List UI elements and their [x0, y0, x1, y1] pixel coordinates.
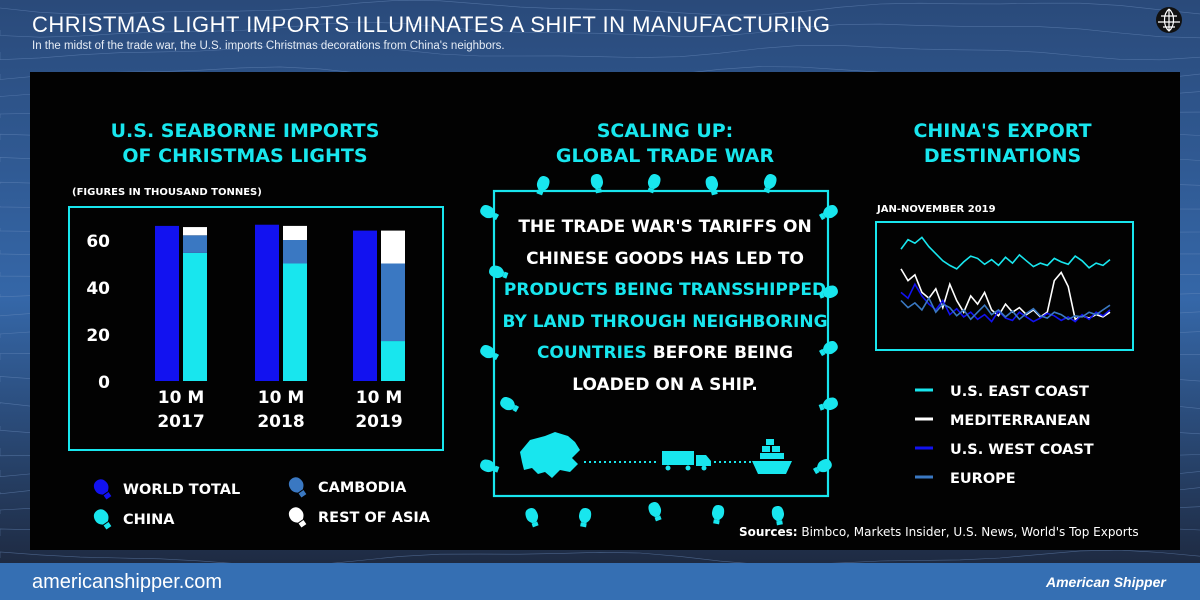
- sources-text: Bimbco, Markets Insider, U.S. News, Worl…: [797, 525, 1139, 539]
- footer-url[interactable]: americanshipper.com: [32, 571, 223, 593]
- page-title: CHRISTMAS LIGHT IMPORTS ILLUMINATES A SH…: [32, 12, 831, 37]
- bar-chart-units: (FIGURES IN THOUSAND TONNES): [72, 187, 262, 198]
- line-chart-period: JAN-NOVEMBER 2019: [877, 204, 996, 215]
- explanation-highlight: PRODUCTS BEING TRANSSHIPPED BY LAND THRO…: [502, 280, 828, 363]
- bar-chart-heading-line2: OF CHRISTMAS LIGHTS: [122, 145, 368, 167]
- line-chart-heading: CHINA'S EXPORT DESTINATIONS: [865, 119, 1140, 169]
- middle-heading-line2: GLOBAL TRADE WAR: [555, 145, 775, 167]
- globe-icon: [1156, 7, 1182, 33]
- explanation-part-3: BEFORE BEING LOADED ON A SHIP.: [572, 343, 794, 395]
- trade-war-explanation: THE TRADE WAR'S TARIFFS ON CHINESE GOODS…: [500, 212, 830, 401]
- bar-chart-heading: U.S. SEABORNE IMPORTS OF CHRISTMAS LIGHT…: [80, 119, 410, 169]
- sources-note: Sources: Bimbco, Markets Insider, U.S. N…: [739, 525, 1139, 539]
- explanation-part-1: THE TRADE WAR'S TARIFFS ON CHINESE GOODS…: [518, 217, 812, 269]
- line-chart-heading-line1: CHINA'S EXPORT: [913, 120, 1092, 142]
- line-chart-heading-line2: DESTINATIONS: [923, 145, 1082, 167]
- sources-label: Sources:: [739, 525, 798, 539]
- middle-heading-line1: SCALING UP:: [596, 120, 734, 142]
- bar-chart-heading-line1: U.S. SEABORNE IMPORTS: [110, 120, 380, 142]
- brand-logo: American Shipper: [1046, 574, 1166, 590]
- middle-heading: SCALING UP: GLOBAL TRADE WAR: [500, 119, 830, 169]
- page-subtitle: In the midst of the trade war, the U.S. …: [32, 40, 505, 52]
